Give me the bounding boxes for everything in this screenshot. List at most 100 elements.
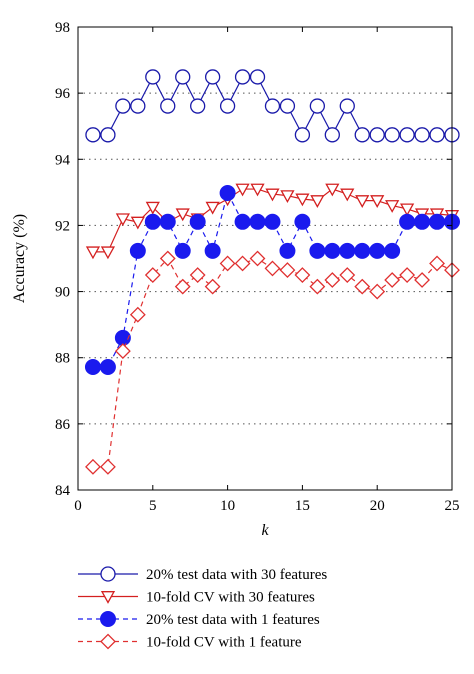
x-axis-label: k — [261, 522, 269, 539]
data-point — [385, 200, 400, 213]
legend-swatch-marker — [100, 633, 116, 650]
data-point — [370, 195, 385, 208]
series-10-fold-cv-with-1-feature — [85, 250, 460, 475]
legend: 20% test data with 30 features 10-fold CV… — [78, 566, 327, 651]
data-point — [309, 98, 326, 114]
data-point — [130, 216, 145, 230]
y-tick-label: 84 — [55, 483, 71, 499]
data-point — [309, 278, 326, 295]
axis-ticks: 84 86 88 90 92 94 96 98 0 5 10 15 20 25 — [55, 20, 460, 514]
data-point — [399, 267, 416, 283]
data-point — [280, 190, 295, 204]
data-point — [174, 242, 191, 259]
y-tick-label: 94 — [55, 152, 71, 168]
data-point — [115, 98, 131, 114]
data-point — [294, 127, 311, 143]
data-point — [324, 127, 340, 143]
data-point — [85, 458, 101, 475]
legend-label: 10-fold CV with 1 feature — [146, 635, 302, 651]
plot-frame — [77, 26, 453, 491]
gridlines — [78, 92, 452, 425]
data-point — [219, 98, 236, 114]
legend-item: 10-fold CV with 1 feature — [78, 633, 302, 651]
data-point — [310, 195, 325, 208]
legend-swatch-marker — [100, 611, 116, 627]
data-point — [234, 213, 251, 230]
data-point — [249, 213, 266, 230]
y-tick-label: 88 — [55, 351, 70, 367]
data-point — [189, 213, 206, 230]
data-point — [429, 255, 445, 272]
x-tick-label: 5 — [149, 498, 157, 514]
data-point — [249, 69, 266, 85]
data-point — [160, 98, 176, 114]
x-tick-label: 0 — [74, 498, 82, 514]
data-point — [339, 242, 356, 259]
data-point — [265, 188, 280, 202]
data-point — [85, 246, 101, 260]
data-point — [414, 272, 430, 288]
data-point — [340, 188, 355, 202]
x-tick-label: 20 — [370, 498, 385, 514]
data-point — [99, 358, 116, 375]
legend-swatch-marker — [100, 591, 116, 604]
series-layer — [84, 69, 460, 475]
data-point — [235, 183, 250, 197]
x-tick-label: 15 — [295, 498, 310, 514]
data-point — [325, 183, 340, 197]
y-axis-label: Accuracy (%) — [11, 214, 28, 303]
data-point — [369, 127, 385, 143]
data-point — [204, 278, 221, 295]
data-point — [339, 98, 355, 114]
data-point — [100, 458, 116, 475]
data-point — [204, 242, 221, 259]
data-point — [339, 267, 356, 283]
y-tick-label: 92 — [55, 218, 70, 234]
data-point — [279, 242, 296, 259]
data-point — [294, 267, 311, 283]
data-point — [100, 246, 116, 260]
data-point — [295, 193, 310, 207]
series-20-test-data-with-1-features — [84, 185, 460, 375]
data-point — [354, 242, 371, 259]
data-point — [399, 127, 415, 143]
legend-item: 20% test data with 1 features — [78, 611, 320, 628]
data-point — [354, 127, 370, 143]
legend-label: 10-fold CV with 30 features — [146, 590, 315, 606]
data-point — [204, 69, 221, 85]
data-point — [384, 127, 400, 143]
data-point — [279, 98, 296, 114]
data-point — [115, 213, 130, 227]
data-point — [234, 255, 251, 272]
data-point — [414, 213, 431, 230]
y-tick-label: 86 — [55, 417, 71, 433]
data-point — [234, 69, 251, 85]
data-point — [324, 272, 341, 288]
data-point — [219, 185, 236, 202]
legend-item: 20% test data with 30 features — [78, 566, 327, 583]
data-point — [429, 213, 446, 230]
data-point — [264, 213, 281, 230]
data-point — [129, 242, 146, 259]
data-point — [429, 127, 445, 143]
data-point — [130, 98, 146, 114]
data-point — [100, 127, 116, 143]
series-line — [92, 257, 453, 468]
legend-swatch-marker — [100, 566, 116, 582]
data-point — [384, 272, 401, 288]
data-point — [264, 98, 281, 114]
legend-label: 20% test data with 1 features — [146, 612, 320, 628]
data-point — [250, 183, 265, 197]
data-point — [129, 306, 146, 323]
data-point — [399, 213, 416, 230]
y-tick-label: 90 — [55, 285, 70, 301]
y-tick-label: 98 — [55, 20, 70, 36]
data-point — [144, 267, 161, 283]
data-point — [159, 213, 176, 230]
series-20-test-data-with-30-features — [85, 69, 460, 143]
data-point — [324, 242, 341, 259]
data-point — [309, 242, 326, 259]
data-point — [264, 260, 281, 277]
data-point — [355, 195, 370, 208]
data-point — [84, 358, 101, 375]
